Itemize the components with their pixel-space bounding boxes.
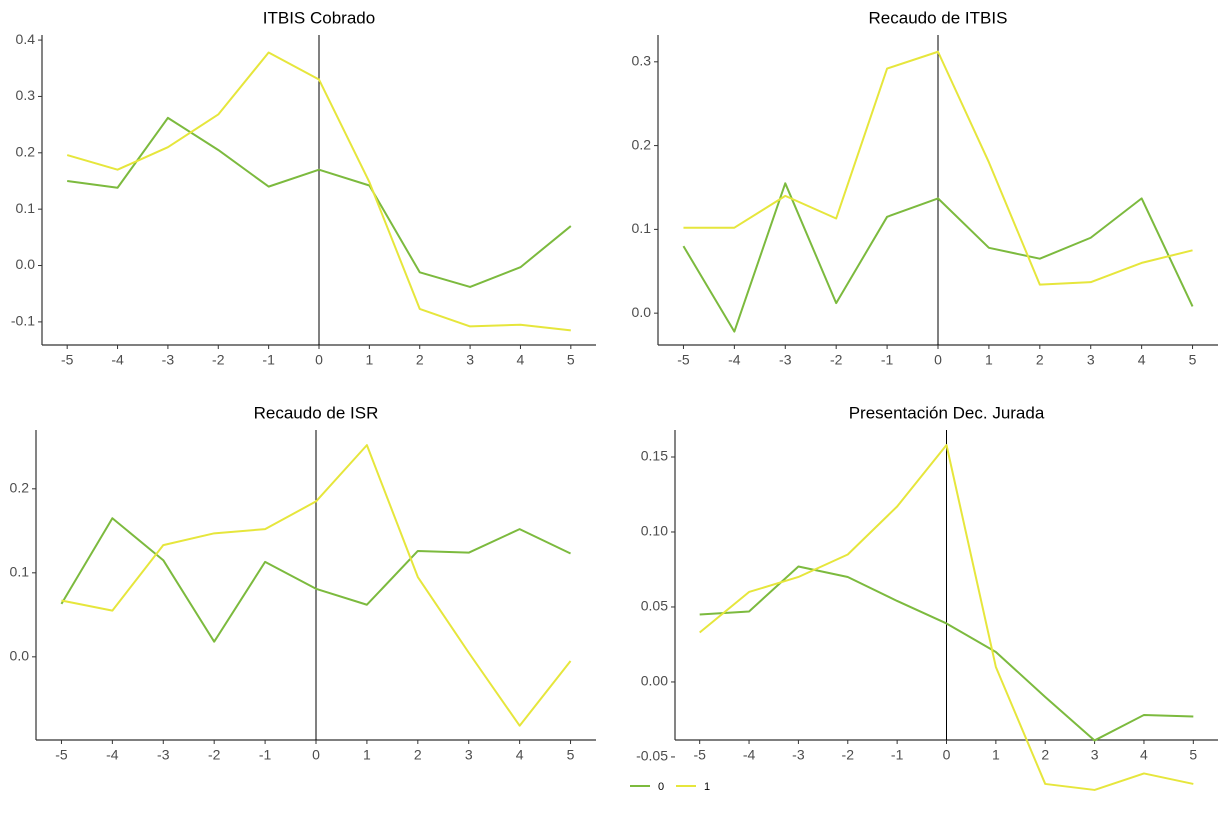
- x-tick-label: -2: [212, 352, 225, 368]
- y-tick-label: 0.10: [641, 523, 668, 539]
- chart-title: ITBIS Cobrado: [263, 8, 375, 27]
- y-tick-label: 0.1: [16, 200, 36, 216]
- x-tick-label: 2: [414, 747, 422, 763]
- x-tick-label: 2: [1036, 352, 1044, 368]
- x-tick-label: 2: [1041, 747, 1049, 763]
- x-tick-label: -5: [55, 747, 68, 763]
- y-tick-label: 0.4: [16, 31, 36, 47]
- y-tick-label: 0.15: [641, 448, 668, 464]
- x-tick-label: -3: [162, 352, 175, 368]
- x-tick-label: 3: [466, 352, 474, 368]
- x-tick-label: -4: [728, 352, 741, 368]
- x-tick-label: 0: [315, 352, 323, 368]
- x-tick-label: -4: [743, 747, 756, 763]
- series-line: [61, 444, 572, 727]
- x-tick-label: -1: [259, 747, 272, 763]
- x-tick-label: 1: [365, 352, 373, 368]
- x-tick-label: -2: [842, 747, 855, 763]
- x-tick-label: 1: [992, 747, 1000, 763]
- chart-title: Recaudo de ITBIS: [869, 8, 1008, 27]
- x-tick-label: -1: [262, 352, 275, 368]
- x-tick-label: 4: [517, 352, 525, 368]
- x-tick-label: 1: [985, 352, 993, 368]
- x-tick-label: -3: [157, 747, 170, 763]
- legend-label: 1: [704, 781, 710, 793]
- x-tick-label: -3: [779, 352, 792, 368]
- x-tick-label: 4: [516, 747, 524, 763]
- x-tick-label: 5: [567, 747, 575, 763]
- y-tick-label: 0.0: [632, 304, 652, 320]
- legend-label: 0: [658, 781, 664, 793]
- y-tick-label: 0.3: [632, 53, 652, 69]
- x-tick-label: -4: [106, 747, 119, 763]
- y-tick-label: -0.1: [11, 313, 35, 329]
- chart-title: Recaudo de ISR: [254, 403, 379, 422]
- x-tick-label: -5: [693, 747, 706, 763]
- series-line: [66, 51, 571, 332]
- x-tick-label: 0: [943, 747, 951, 763]
- y-tick-label: 0.3: [16, 87, 36, 103]
- x-tick-label: 0: [312, 747, 320, 763]
- y-tick-label: 0.0: [10, 648, 30, 664]
- x-tick-label: 3: [1091, 747, 1099, 763]
- x-tick-label: 4: [1138, 352, 1146, 368]
- x-tick-label: 3: [1087, 352, 1095, 368]
- x-tick-label: 5: [1189, 747, 1197, 763]
- x-tick-label: -1: [891, 747, 904, 763]
- y-tick-label: 0.1: [10, 564, 30, 580]
- y-tick-label: 0.2: [632, 136, 652, 152]
- x-tick-label: 3: [465, 747, 473, 763]
- x-tick-label: 5: [567, 352, 575, 368]
- y-tick-label: 0.00: [641, 673, 668, 689]
- x-tick-label: -2: [208, 747, 221, 763]
- y-tick-label: 0.1: [632, 220, 652, 236]
- y-tick-label: 0.05: [641, 598, 668, 614]
- series-line: [683, 50, 1193, 286]
- x-tick-label: -2: [830, 352, 843, 368]
- chart-title: Presentación Dec. Jurada: [849, 403, 1045, 422]
- x-tick-label: -1: [881, 352, 894, 368]
- x-tick-label: 1: [363, 747, 371, 763]
- x-tick-label: 4: [1140, 747, 1148, 763]
- x-tick-label: -5: [61, 352, 74, 368]
- y-tick-label: 0.2: [16, 144, 36, 160]
- x-tick-label: 5: [1189, 352, 1197, 368]
- x-tick-label: -3: [792, 747, 805, 763]
- y-tick-label: 0.2: [10, 480, 30, 496]
- x-tick-label: -5: [677, 352, 690, 368]
- series-line: [682, 182, 1194, 333]
- series-line: [60, 517, 571, 643]
- x-tick-label: 0: [934, 352, 942, 368]
- series-line: [67, 116, 572, 288]
- x-tick-label: 2: [416, 352, 424, 368]
- y-tick-label: 0.0: [16, 256, 36, 272]
- y-tick-label: -0.05: [636, 748, 668, 764]
- series-line: [699, 443, 1194, 791]
- x-tick-label: -4: [111, 352, 124, 368]
